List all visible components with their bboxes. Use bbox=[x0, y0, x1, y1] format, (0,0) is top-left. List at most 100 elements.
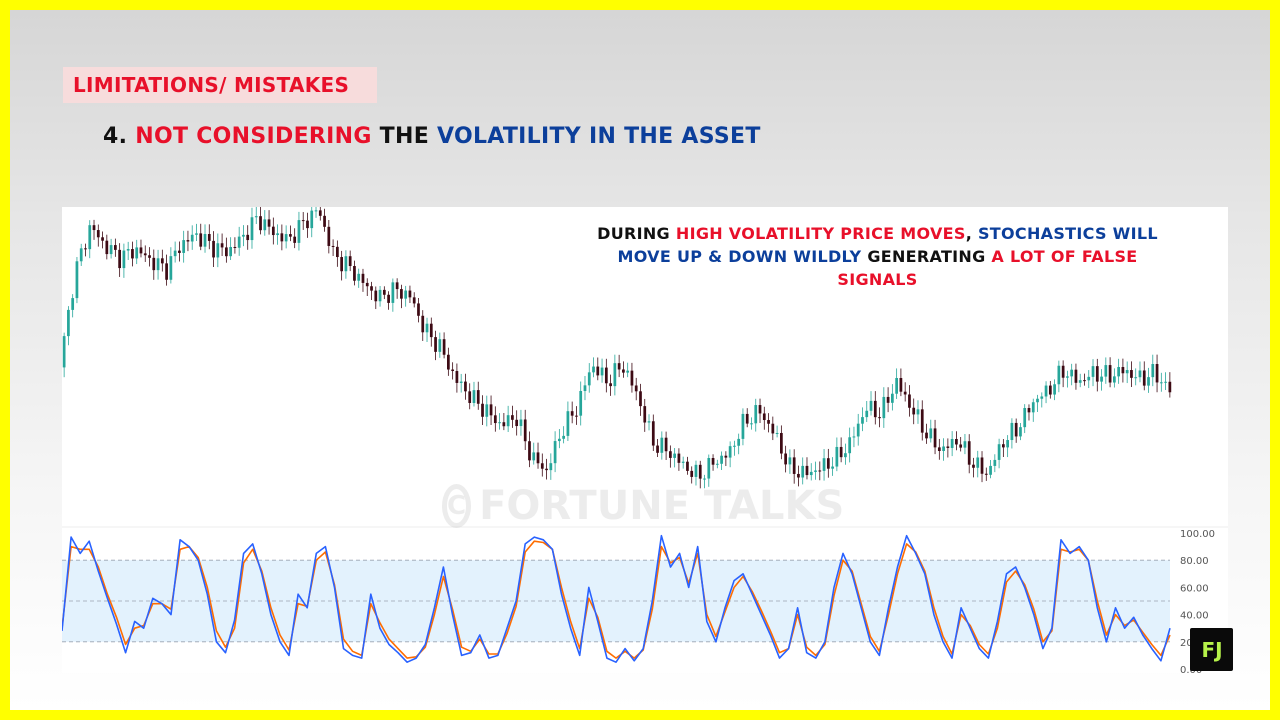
candle-body bbox=[224, 247, 228, 257]
candle-body bbox=[523, 419, 527, 442]
candle-body bbox=[169, 256, 173, 280]
candle-body bbox=[728, 446, 732, 458]
candle-body bbox=[575, 415, 578, 417]
candle-body bbox=[570, 411, 574, 416]
candle-body bbox=[438, 339, 442, 352]
candle-body bbox=[67, 309, 70, 337]
candle-body bbox=[844, 453, 847, 458]
candle-body bbox=[1057, 365, 1061, 385]
candle-body bbox=[1087, 376, 1091, 381]
candle-body bbox=[404, 290, 408, 299]
candle-body bbox=[297, 220, 301, 243]
candle-body bbox=[1010, 422, 1014, 441]
candle-body bbox=[690, 470, 694, 477]
candle-body bbox=[506, 415, 510, 427]
candle-body bbox=[647, 421, 651, 423]
candle-body bbox=[925, 432, 928, 439]
candle-body bbox=[908, 394, 911, 408]
candle-body bbox=[758, 405, 762, 414]
y-tick-label: 40.00 bbox=[1180, 611, 1209, 622]
candle-body bbox=[280, 233, 284, 242]
candle-body bbox=[852, 436, 856, 438]
candle-body bbox=[660, 437, 664, 453]
candle-body bbox=[762, 413, 766, 421]
candle-body bbox=[809, 471, 813, 476]
candle-body bbox=[493, 415, 497, 424]
candle-body bbox=[1023, 408, 1027, 428]
candle-body bbox=[754, 405, 758, 424]
candle-body bbox=[109, 245, 113, 255]
candle-body bbox=[199, 233, 203, 247]
candle-body bbox=[293, 236, 297, 243]
candle-body bbox=[246, 234, 250, 241]
candle-body bbox=[1048, 385, 1052, 395]
candle-body bbox=[916, 409, 920, 415]
candle-body bbox=[895, 378, 899, 394]
brand-logo: FJ bbox=[1190, 628, 1233, 671]
candle-body bbox=[587, 372, 591, 386]
candle-body bbox=[1053, 384, 1056, 395]
slide-heading: 4. NOT CONSIDERING THE VOLATILITY IN THE… bbox=[103, 124, 761, 149]
candle-body bbox=[216, 243, 220, 258]
candle-body bbox=[959, 444, 963, 448]
candle-body bbox=[96, 230, 100, 238]
candle-body bbox=[1066, 376, 1069, 378]
candle-body bbox=[622, 369, 625, 373]
candle-body bbox=[630, 370, 634, 386]
candle-body bbox=[1121, 367, 1125, 374]
candle-body bbox=[250, 217, 254, 241]
candle-body bbox=[967, 441, 971, 465]
heading-part-2: THE bbox=[379, 124, 430, 149]
candle-body bbox=[890, 393, 894, 403]
candle-body bbox=[88, 225, 92, 250]
candle-body bbox=[745, 413, 749, 424]
candle-body bbox=[498, 422, 501, 424]
candle-body bbox=[592, 366, 595, 373]
candle-body bbox=[775, 432, 779, 434]
candle-body bbox=[1130, 370, 1133, 378]
candle-body bbox=[306, 220, 309, 229]
candle-body bbox=[400, 289, 403, 299]
candle-body bbox=[190, 234, 194, 242]
candle-body bbox=[148, 255, 151, 258]
annotation-word-2: HIGH VOLATILITY PRICE MOVES bbox=[675, 224, 966, 243]
candle-body bbox=[1104, 365, 1108, 377]
candle-body bbox=[946, 446, 950, 448]
candle-body bbox=[993, 459, 997, 466]
candle-body bbox=[673, 453, 677, 458]
candle-body bbox=[733, 445, 736, 447]
copyright-icon: C bbox=[442, 484, 472, 528]
candle-body bbox=[1031, 402, 1035, 413]
candle-body bbox=[1001, 444, 1005, 448]
candle-body bbox=[353, 266, 356, 281]
candle-body bbox=[160, 258, 164, 264]
candle-body bbox=[869, 400, 873, 411]
candle-body bbox=[455, 371, 459, 383]
candle-body bbox=[955, 438, 958, 445]
candle-body bbox=[84, 248, 87, 250]
candle-body bbox=[792, 457, 796, 474]
candle-body bbox=[715, 463, 719, 465]
candle-body bbox=[920, 409, 924, 433]
candle-body bbox=[131, 249, 134, 259]
candle-body bbox=[220, 243, 224, 248]
candle-body bbox=[950, 438, 954, 448]
candle-body bbox=[545, 468, 548, 471]
candle-body bbox=[1061, 365, 1065, 378]
annotation-word-4: STOCHASTICS WILL MOVE UP & DOWN WILDLY bbox=[617, 224, 1158, 266]
candle-body bbox=[989, 465, 992, 475]
candle-body bbox=[259, 216, 262, 231]
candle-body bbox=[165, 263, 168, 280]
candle-body bbox=[1117, 367, 1121, 377]
candle-body bbox=[365, 282, 369, 287]
candle-body bbox=[835, 446, 839, 467]
candle-body bbox=[370, 286, 373, 291]
candle-body bbox=[613, 363, 617, 387]
candle-body bbox=[459, 381, 463, 383]
candle-body bbox=[79, 248, 83, 262]
candle-body bbox=[233, 246, 237, 248]
candle-body bbox=[421, 315, 425, 333]
stochastic-k-line bbox=[62, 534, 1171, 663]
candle-body bbox=[502, 422, 506, 427]
